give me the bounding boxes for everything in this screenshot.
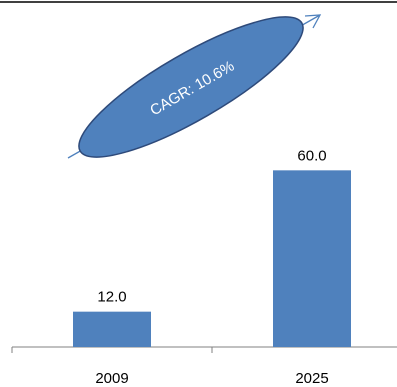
bar-2009 — [73, 311, 151, 347]
x-tick-label-2009: 2009 — [95, 370, 128, 387]
bar-2025 — [273, 170, 351, 347]
plot-area: 12.0 2009 60.0 2025 — [11, 147, 397, 387]
cagr-arrow-head — [304, 14, 322, 29]
data-label-2025: 60.0 — [297, 147, 326, 164]
cagr-annotation: CAGR: 10.6% — [67, 14, 322, 159]
cagr-ellipse — [78, 16, 304, 158]
x-tick-label-2025: 2025 — [295, 370, 328, 387]
data-label-2009: 12.0 — [97, 289, 126, 306]
